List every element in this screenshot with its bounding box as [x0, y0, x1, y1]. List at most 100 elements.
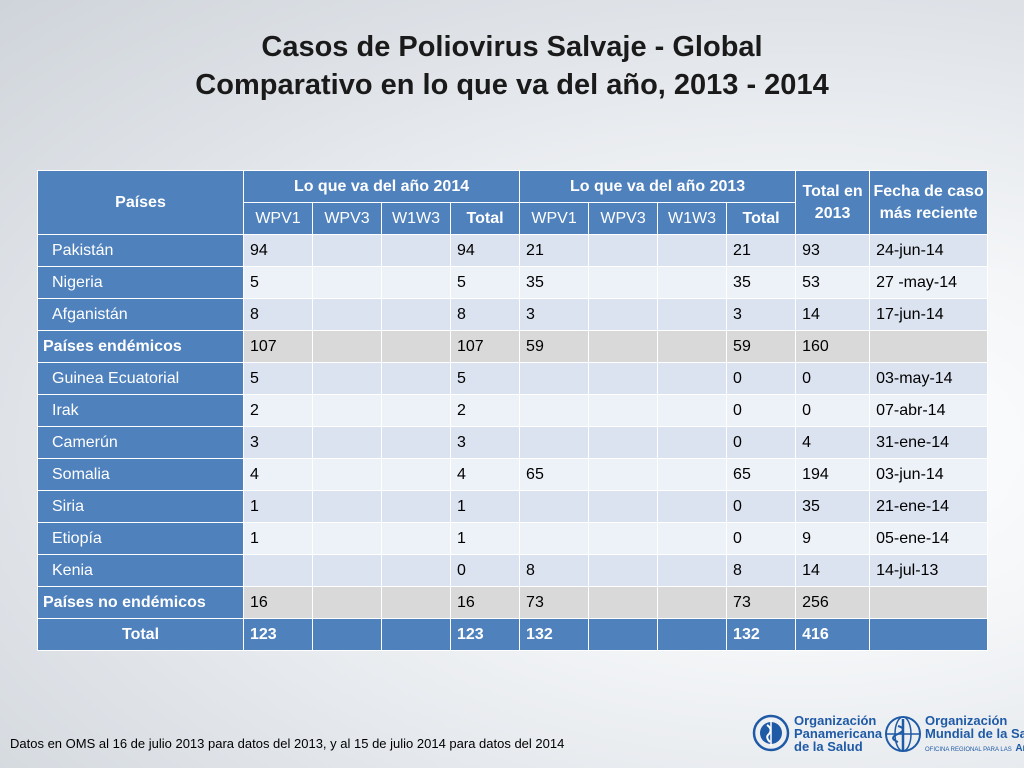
table-cell: 3	[726, 298, 797, 331]
country-cell: Camerún	[37, 426, 244, 459]
table-cell: 1	[243, 522, 313, 555]
table-cell	[381, 426, 451, 459]
table-cell: 1	[243, 490, 313, 523]
subheader-w1w3-2014: W1W3	[381, 202, 451, 235]
subheader-wpv3-2013: WPV3	[588, 202, 659, 235]
table-cell: 94	[449, 234, 521, 267]
table-cell	[312, 522, 382, 555]
table-cell	[869, 618, 989, 651]
table-cell	[657, 362, 728, 395]
table-row: Somalia 4 4 65 65 194 03-jun-14	[37, 458, 989, 491]
country-cell: Kenia	[37, 554, 244, 587]
table-cell	[312, 362, 382, 395]
oms-logo: Organización Mundial de la Salud OFICINA…	[883, 712, 1024, 756]
table-cell	[312, 266, 382, 299]
table-cell	[657, 458, 728, 491]
table-cell	[657, 490, 728, 523]
table-cell	[588, 234, 659, 267]
table-cell	[588, 266, 659, 299]
table-cell	[588, 490, 659, 523]
table-cell	[312, 394, 382, 427]
table-cell: 194	[795, 458, 871, 491]
table-cell: 0	[726, 394, 797, 427]
table-row: Etiopía 1 1 0 9 05-ene-14	[37, 522, 989, 555]
table-cell: 53	[795, 266, 871, 299]
table-cell	[312, 618, 382, 651]
country-cell: Afganistán	[37, 298, 244, 331]
table-cell: 4	[795, 426, 871, 459]
table-cell	[381, 522, 451, 555]
country-cell: Etiopía	[37, 522, 244, 555]
table-cell: 0	[726, 490, 797, 523]
table-cell: 21-ene-14	[869, 490, 989, 523]
table-row: Camerún 3 3 0 4 31-ene-14	[37, 426, 989, 459]
table-cell: 8	[726, 554, 797, 587]
ops-logo-text: Organización Panamericana de la Salud	[794, 714, 882, 753]
table-cell	[657, 554, 728, 587]
subheader-w1w3-2013: W1W3	[657, 202, 728, 235]
table-cell	[657, 426, 728, 459]
table-row: Afganistán 8 8 3 3 14 17-jun-14	[37, 298, 989, 331]
table-cell	[588, 618, 659, 651]
table-cell	[657, 394, 728, 427]
table-cell	[312, 426, 382, 459]
table-cell: 4	[449, 458, 521, 491]
table-cell: 73	[519, 586, 590, 619]
table-row: Siria 1 1 0 35 21-ene-14	[37, 490, 989, 523]
table-cell: 24-jun-14	[869, 234, 989, 267]
oms-logo-line2: Mundial de la Salud	[925, 726, 1024, 741]
table-cell	[588, 522, 659, 555]
table-cell	[381, 266, 451, 299]
table-cell	[657, 330, 728, 363]
table-cell: 0	[795, 394, 871, 427]
ops-logo-line1: Organización	[794, 713, 877, 728]
table-cell: 5	[243, 266, 313, 299]
table-cell	[869, 586, 989, 619]
table-cell: 4	[243, 458, 313, 491]
title-line-2: Comparativo en lo que va del año, 2013 -…	[195, 69, 829, 101]
table-cell: 14	[795, 298, 871, 331]
table-cell: 132	[726, 618, 797, 651]
table-cell	[381, 618, 451, 651]
table-cell: 59	[519, 330, 590, 363]
table-cell: 05-ene-14	[869, 522, 989, 555]
oms-logo-text: Organización Mundial de la Salud OFICINA…	[925, 714, 1024, 755]
table-cell: 5	[449, 362, 521, 395]
ops-logo-line2: Panamericana	[794, 726, 883, 741]
country-cell: Pakistán	[37, 234, 244, 267]
oms-logo-sub: OFICINA REGIONAL PARA LAS	[925, 747, 1012, 753]
table-cell	[381, 586, 451, 619]
table-cell	[312, 330, 382, 363]
who-emblem-icon	[885, 716, 921, 752]
table-cell	[869, 330, 989, 363]
total-row: Total 123 123 132 132 416	[37, 618, 989, 651]
table-cell	[312, 586, 382, 619]
table-cell	[381, 362, 451, 395]
table-cell: 93	[795, 234, 871, 267]
table-cell: 35	[519, 266, 590, 299]
table-cell: 123	[449, 618, 521, 651]
table-cell	[381, 490, 451, 523]
table-cell	[381, 458, 451, 491]
table-body: Pakistán 94 94 21 21 93 24-jun-14 Nigeria 5 5 35 35…	[37, 234, 989, 651]
table-cell	[657, 586, 728, 619]
ops-logo: Organización Panamericana de la Salud	[752, 712, 882, 756]
table-cell	[381, 234, 451, 267]
oms-logo-line1: Organización	[925, 713, 1008, 728]
table-cell: 17-jun-14	[869, 298, 989, 331]
slide-title: Casos de Poliovirus Salvaje - Global Com…	[0, 28, 1024, 104]
table-cell: 3	[243, 426, 313, 459]
table-cell	[588, 330, 659, 363]
table-cell: 21	[726, 234, 797, 267]
table-cell: 132	[519, 618, 590, 651]
table-cell: 94	[243, 234, 313, 267]
table-cell: 160	[795, 330, 871, 363]
table-cell: 5	[449, 266, 521, 299]
table-cell: 8	[243, 298, 313, 331]
table-cell: 0	[795, 362, 871, 395]
table-cell: 1	[449, 522, 521, 555]
table-cell	[312, 298, 382, 331]
table-cell	[312, 458, 382, 491]
table-cell	[312, 490, 382, 523]
table-cell	[381, 554, 451, 587]
